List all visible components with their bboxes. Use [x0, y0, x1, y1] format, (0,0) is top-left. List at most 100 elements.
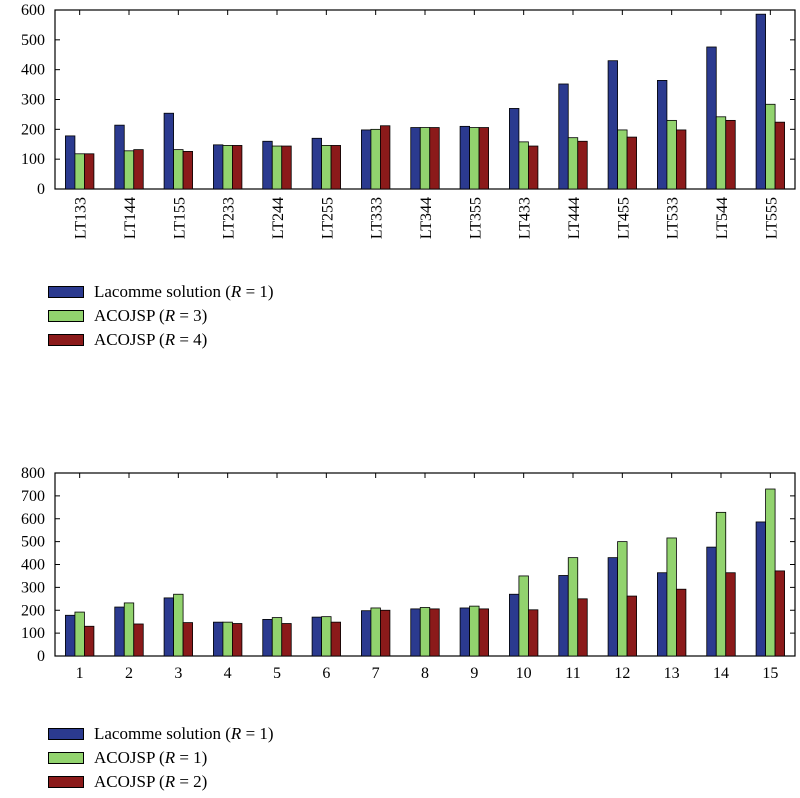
y-tick-label: 600	[21, 2, 45, 19]
x-tick-label: 14	[713, 665, 729, 680]
bar	[330, 145, 341, 190]
bar	[617, 129, 628, 190]
bar	[74, 611, 85, 657]
bar	[755, 521, 766, 657]
bar	[459, 125, 470, 190]
y-tick-label: 500	[21, 32, 45, 49]
bar	[361, 610, 372, 657]
bar	[222, 621, 233, 657]
legend-item: ACOJSP (R = 4)	[48, 328, 274, 352]
x-tick-label: LT133	[73, 197, 90, 239]
legend-swatch	[48, 728, 84, 740]
bar	[765, 488, 776, 657]
bar	[222, 145, 233, 190]
x-tick-label: LT144	[122, 197, 139, 239]
legend-item: Lacomme solution (R = 1)	[48, 280, 274, 304]
top-legend: Lacomme solution (R = 1) ACOJSP (R = 3) …	[48, 280, 274, 352]
bar	[213, 621, 224, 657]
legend-item: Lacomme solution (R = 1)	[48, 722, 274, 746]
legend-item: ACOJSP (R = 3)	[48, 304, 274, 328]
x-tick-label: LT544	[714, 197, 731, 239]
bar	[182, 151, 193, 190]
x-tick-label: LT355	[467, 197, 484, 239]
bar	[281, 145, 292, 190]
bar	[311, 137, 322, 190]
legend-item: ACOJSP (R = 1)	[48, 746, 274, 770]
bar	[509, 593, 520, 657]
bar	[65, 135, 76, 190]
bar	[774, 570, 785, 657]
bar	[676, 588, 687, 657]
bar	[311, 616, 322, 657]
bar	[725, 572, 736, 657]
bar	[607, 557, 618, 657]
bar	[84, 625, 95, 657]
bar	[715, 511, 727, 657]
bar	[232, 623, 243, 657]
x-tick-label: 5	[273, 665, 281, 680]
x-tick-label: 4	[224, 665, 232, 680]
bar	[321, 145, 332, 190]
top-chart-panel: 0 100 200 300 400 500 600 LT133 LT144 LT155 LT233 L…	[21, 2, 796, 352]
bar	[774, 121, 785, 190]
x-tick-label: 6	[322, 665, 330, 680]
legend-label: Lacomme solution (R = 1)	[94, 724, 274, 743]
legend-swatch	[48, 776, 84, 788]
bar	[232, 145, 243, 190]
bar	[715, 116, 727, 190]
bar	[429, 127, 440, 190]
bar	[706, 46, 717, 190]
bar	[478, 127, 489, 190]
bar	[84, 153, 95, 190]
bar	[114, 606, 125, 657]
bar	[478, 608, 489, 657]
x-tick-label: LT433	[517, 197, 534, 239]
y-tick-label: 100	[21, 625, 45, 642]
y-tick-label: 400	[21, 557, 45, 574]
bar	[459, 607, 470, 657]
bar	[123, 150, 135, 190]
legend-label: ACOJSP (R = 4)	[94, 330, 208, 349]
x-tick-label: 8	[421, 665, 429, 680]
bar	[173, 593, 184, 657]
bar	[410, 127, 421, 190]
bar	[133, 149, 144, 190]
bar	[262, 140, 273, 190]
bar	[577, 598, 588, 657]
bar	[765, 103, 776, 190]
bar	[666, 119, 677, 190]
x-tick-label: LT444	[566, 197, 583, 239]
legend-label: ACOJSP (R = 1)	[94, 748, 208, 767]
y-tick-label: 100	[21, 151, 45, 168]
legend-swatch	[48, 310, 84, 322]
bar	[163, 112, 174, 190]
y-tick-label: 0	[37, 648, 45, 665]
bar	[380, 609, 391, 657]
x-tick-label: LT344	[418, 197, 435, 239]
bar	[567, 557, 579, 657]
bar	[626, 595, 637, 657]
x-tick-label: 11	[565, 665, 580, 680]
bar	[626, 136, 637, 190]
x-tick-label: 13	[664, 665, 680, 680]
bar	[410, 608, 421, 657]
x-tick-label: LT533	[665, 197, 682, 239]
y-tick-label: 400	[21, 62, 45, 79]
bar	[182, 622, 193, 657]
legend-swatch	[48, 752, 84, 764]
bar	[370, 128, 381, 190]
bar	[271, 617, 283, 657]
bar	[281, 623, 292, 657]
bar	[380, 125, 391, 190]
x-tick-label: 3	[174, 665, 182, 680]
x-tick-label: LT555	[763, 197, 780, 239]
legend-swatch	[48, 334, 84, 346]
x-tick-label: 7	[372, 665, 380, 680]
bar	[657, 572, 668, 657]
bar	[518, 141, 529, 190]
bar	[528, 609, 539, 657]
y-tick-label: 0	[37, 181, 45, 198]
x-tick-label: LT455	[615, 197, 632, 239]
y-tick-label: 500	[21, 534, 45, 551]
bar	[666, 537, 677, 657]
